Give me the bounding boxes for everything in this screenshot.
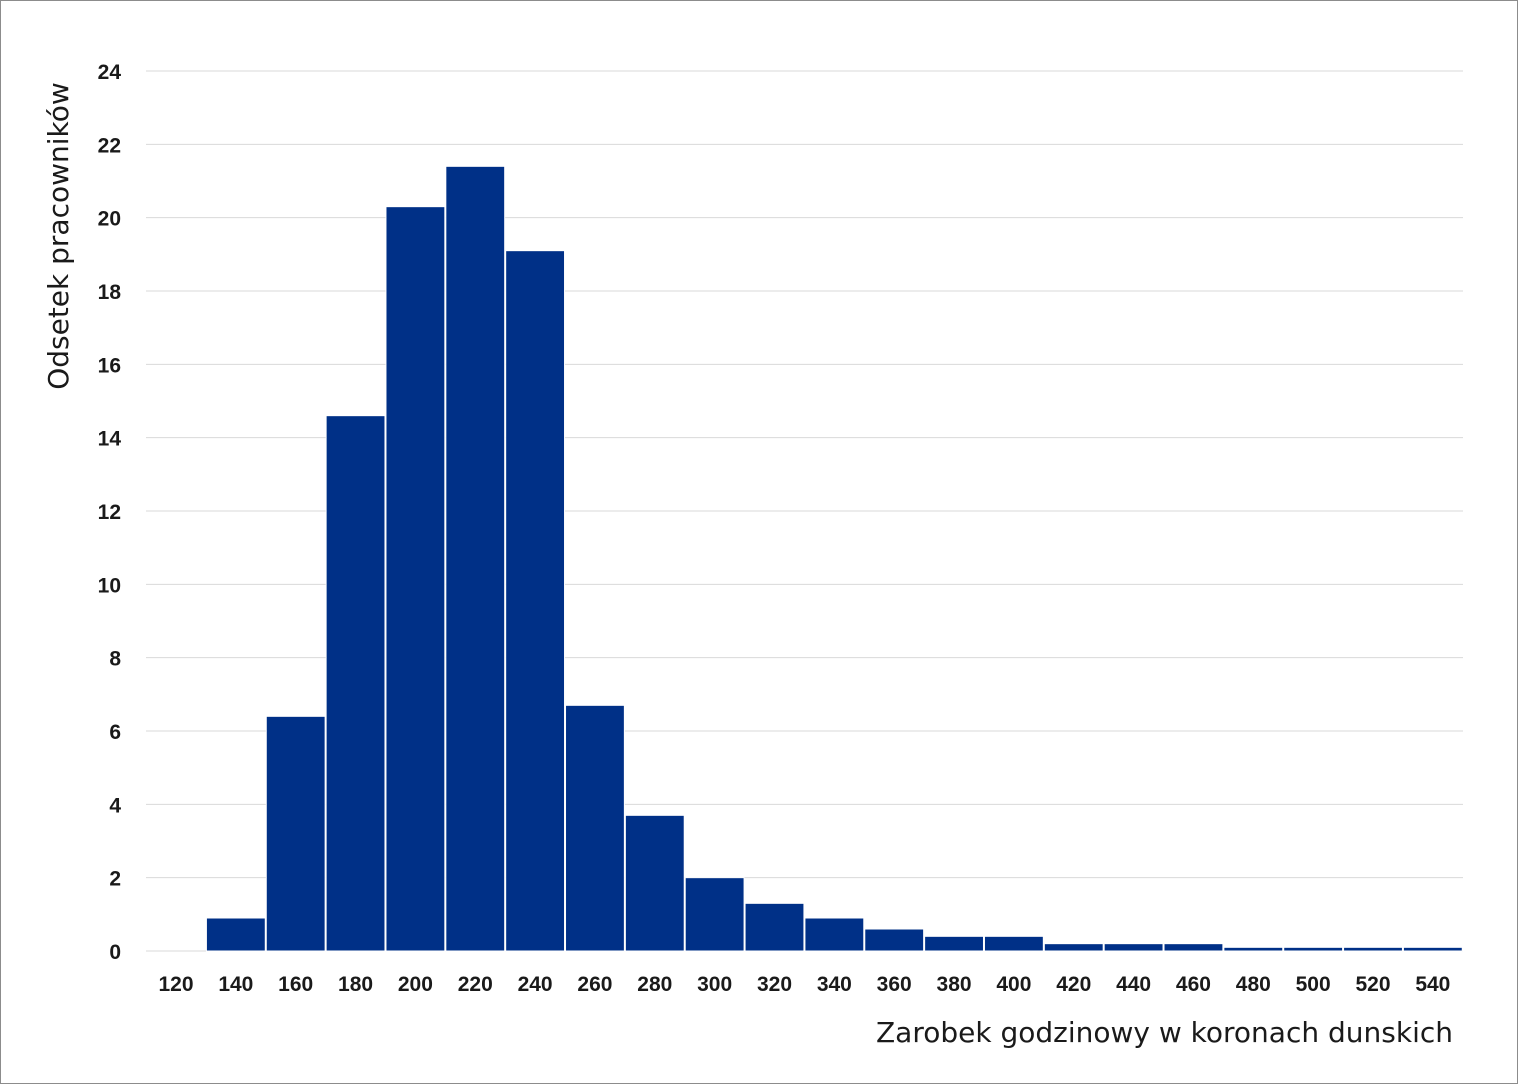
bar-420 [1043,943,1104,952]
bar-240 [505,250,566,952]
y-tick-label: 10 [98,574,121,597]
bar-200 [385,206,446,952]
x-tick-label: 500 [1296,973,1331,996]
x-tick-label: 460 [1176,973,1211,996]
x-tick-label: 120 [158,973,193,996]
y-tick-label: 12 [98,501,121,524]
x-tick-label: 520 [1355,973,1390,996]
x-tick-labels: 120 140 160 180 200 220 240 260 280 300 320 340 360 3… [158,973,1450,996]
y-tick-label: 24 [98,61,122,84]
bar-140 [205,917,266,952]
x-tick-label: 140 [218,973,253,996]
x-tick-label: 260 [577,973,612,996]
bar-340 [804,917,865,952]
y-axis-title: Odsetek pracowników [42,82,75,390]
bar-260 [565,704,625,952]
x-tick-label: 220 [458,973,493,996]
bar-540 [1402,946,1463,952]
bar-280 [624,814,685,952]
bars [205,165,1463,952]
bar-500 [1283,946,1344,952]
bar-300 [684,877,745,952]
bar-360 [864,928,925,952]
y-tick-label: 14 [98,428,122,451]
bar-480 [1223,946,1284,952]
bar-440 [1103,943,1164,952]
x-tick-label: 320 [757,973,792,996]
y-tick-label: 16 [98,354,121,377]
x-tick-label: 440 [1116,973,1151,996]
bar-320 [744,902,805,952]
bar-180 [325,415,386,952]
y-tick-label: 4 [109,794,121,817]
x-tick-label: 280 [637,973,672,996]
x-tick-label: 540 [1415,973,1450,996]
x-tick-label: 420 [1056,973,1091,996]
y-tick-label: 22 [98,134,121,157]
bar-520 [1343,946,1403,952]
x-tick-label: 300 [697,973,732,996]
bar-380 [924,935,984,952]
y-tick-label: 0 [109,941,121,964]
x-axis-title: Zarobek godzinowy w koronach dunskich [876,1016,1453,1049]
x-tick-label: 480 [1236,973,1271,996]
x-tick-label: 400 [996,973,1031,996]
y-tick-label: 2 [109,868,121,891]
bar-460 [1163,943,1224,952]
x-tick-label: 180 [338,973,373,996]
x-tick-label: 360 [877,973,912,996]
x-tick-label: 200 [398,973,433,996]
bar-400 [983,935,1044,952]
y-tick-label: 6 [109,721,121,744]
bar-220 [445,165,506,952]
y-tick-label: 20 [98,208,121,231]
y-tick-label: 8 [109,648,121,671]
x-tick-label: 240 [518,973,553,996]
y-tick-label: 18 [98,281,122,304]
x-tick-label: 160 [278,973,313,996]
x-tick-label: 340 [817,973,852,996]
bar-160 [265,715,326,952]
x-tick-label: 380 [937,973,972,996]
